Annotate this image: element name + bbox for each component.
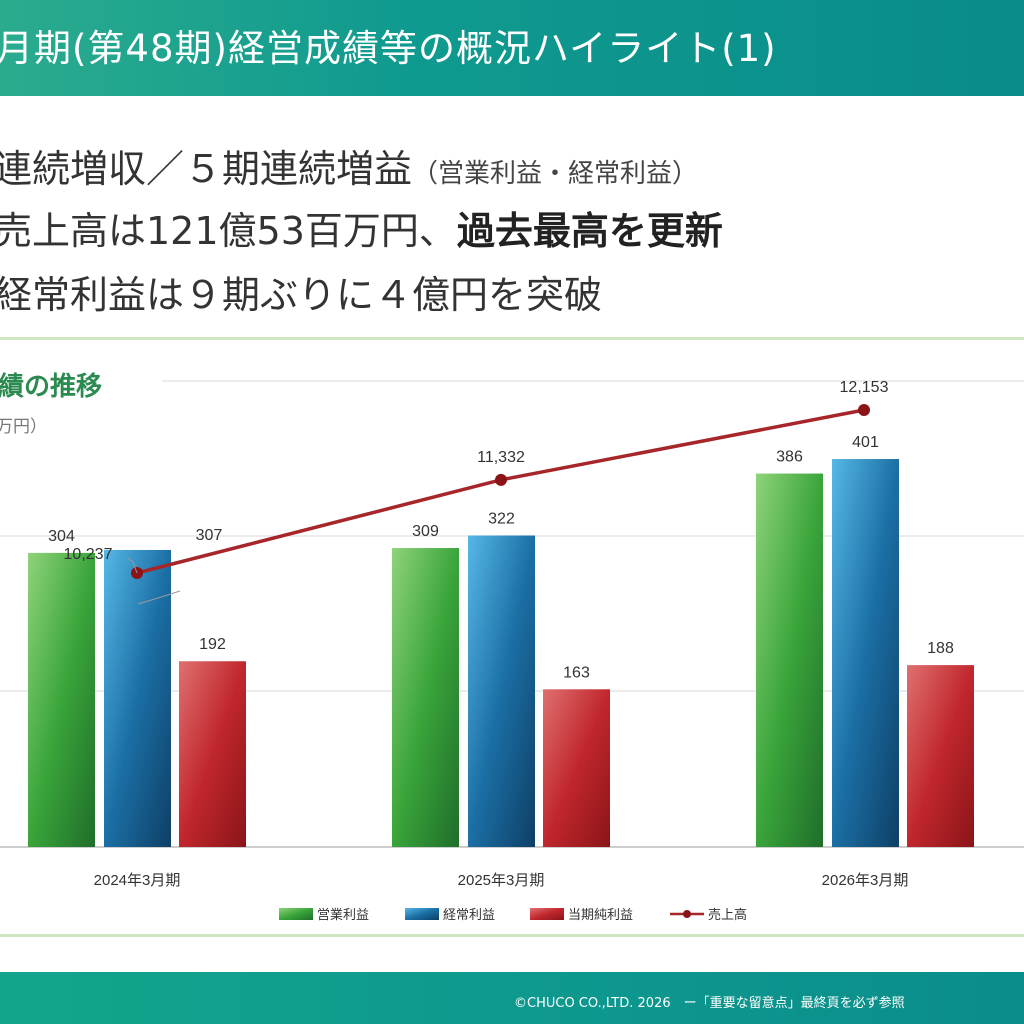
divider-bottom	[0, 934, 1024, 937]
slide-title: 月期(第48期)経営成績等の概況ハイライト(1)	[0, 27, 777, 70]
category-label: 2026年3月期	[822, 872, 909, 889]
sales-label: 11,332	[477, 449, 525, 466]
bullet-sales-highlight: 過去最高を更新	[456, 209, 723, 253]
ordinary-profit-label: 307	[196, 527, 223, 544]
operating-profit-label: 309	[412, 523, 439, 540]
net-income-bar	[907, 665, 974, 847]
unit-label: 万円）	[0, 417, 47, 437]
legend-operating-profit-swatch	[279, 908, 313, 920]
operating-profit-bar	[756, 473, 823, 847]
legend-sales: 売上高	[708, 907, 747, 923]
legend-ordinary-profit-swatch	[405, 908, 439, 920]
legend-operating-profit: 営業利益	[317, 907, 369, 923]
legend-net-income-swatch	[530, 908, 564, 920]
leader-line	[137, 590, 181, 605]
net-income-bar	[543, 689, 610, 847]
bullet-ordinary-profit: 経常利益は９期ぶりに４億円を突破	[0, 273, 603, 317]
bullet-growth-note: （営業利益・経常利益）	[412, 159, 699, 189]
ordinary-profit-label: 401	[852, 434, 879, 451]
bullet-growth-text: 連続増収／５期連続増益	[0, 147, 413, 191]
net-income-label: 188	[927, 640, 954, 657]
footer-bar: ©CHUCO CO.,LTD. 2026 ー「重要な留意点」最終頁を必ず参照	[0, 972, 1024, 1024]
bullet-growth: 連続増収／５期連続増益（営業利益・経常利益）	[0, 138, 698, 193]
legend-net-income: 当期純利益	[568, 908, 633, 923]
operating-profit-bar	[392, 548, 459, 847]
ordinary-profit-label: 322	[488, 510, 515, 527]
category-label: 2024年3月期	[94, 872, 181, 889]
footer-copyright: ©CHUCO CO.,LTD. 2026 ー「重要な留意点」最終頁を必ず参照	[514, 996, 905, 1011]
operating-profit-label: 386	[776, 449, 803, 466]
ordinary-profit-bar	[104, 549, 171, 847]
leader-line	[127, 557, 138, 574]
sales-label: 12,153	[840, 379, 889, 396]
sales-point	[495, 473, 507, 486]
header-bar: 月期(第48期)経営成績等の概況ハイライト(1)	[0, 0, 1024, 96]
section-title: 績の推移	[0, 372, 103, 402]
operating-profit-bar	[28, 552, 95, 847]
sales-point	[858, 404, 870, 416]
sales-label: 10,237	[64, 546, 113, 563]
divider-top	[0, 337, 1024, 340]
legend-sales-marker	[683, 910, 691, 918]
operating-profit-label: 304	[48, 528, 75, 545]
net-income-label: 192	[199, 636, 226, 653]
category-label: 2025年3月期	[458, 872, 545, 889]
net-income-bar	[179, 661, 246, 847]
performance-chart: 10,237 11,332 12,153 304 307 192 2024年3月期 309 3…	[0, 379, 1024, 923]
legend-ordinary-profit: 経常利益	[443, 908, 495, 923]
ordinary-profit-bar	[468, 535, 535, 847]
ordinary-profit-bar	[832, 459, 899, 847]
bullet-sales: 売上高は121億53百万円、過去最高を更新	[0, 200, 723, 255]
net-income-label: 163	[563, 664, 590, 681]
bullet-sales-text: 売上高は121億53百万円、	[0, 209, 457, 253]
